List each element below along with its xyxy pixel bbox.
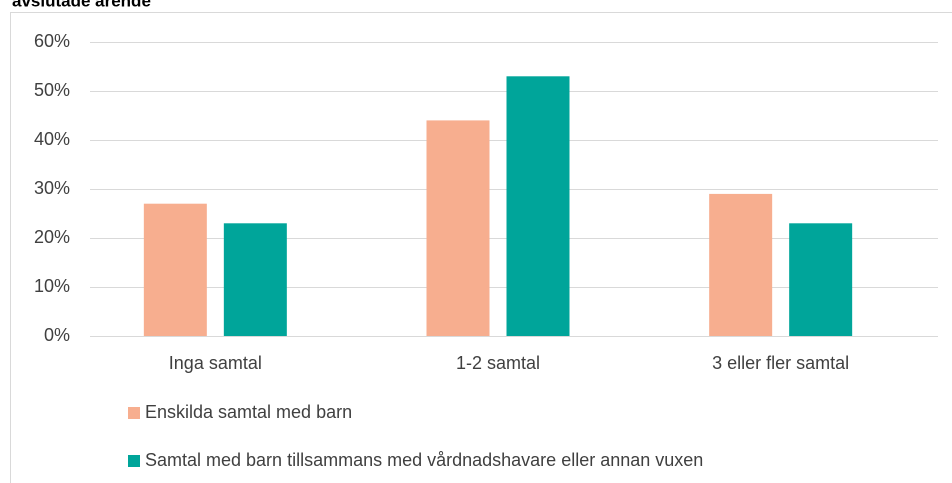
- x-tick-label: Inga samtal: [169, 353, 262, 373]
- y-tick-label: 40%: [34, 129, 70, 149]
- y-tick-label: 50%: [34, 80, 70, 100]
- chart-title: avslutade ärende: [12, 0, 151, 10]
- y-tick-label: 30%: [34, 178, 70, 198]
- y-tick-label: 10%: [34, 276, 70, 296]
- x-tick-label: 1-2 samtal: [456, 353, 540, 373]
- legend-swatch: [128, 455, 140, 467]
- bar: [223, 223, 287, 336]
- bar: [789, 223, 853, 336]
- bar: [143, 203, 207, 336]
- y-tick-label: 0%: [44, 325, 70, 345]
- y-tick-label: 60%: [34, 31, 70, 51]
- bar: [709, 193, 773, 336]
- legend-label: Enskilda samtal med barn: [145, 402, 352, 422]
- legend-label: Samtal med barn tillsammans med vårdnads…: [145, 450, 703, 470]
- bar: [426, 120, 490, 337]
- bar: [506, 76, 570, 337]
- y-tick-label: 20%: [34, 227, 70, 247]
- x-tick-label: 3 eller fler samtal: [712, 353, 849, 373]
- legend-swatch: [128, 407, 140, 419]
